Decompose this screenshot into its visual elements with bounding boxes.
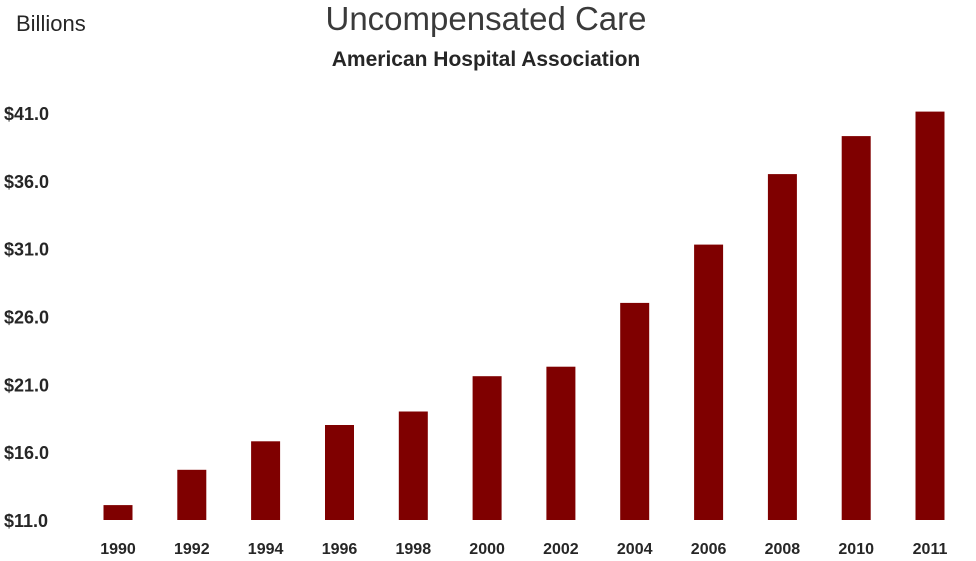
- bar-2010: [841, 136, 871, 520]
- x-tick-label: 1992: [174, 541, 210, 558]
- y-tick-label: $26.0: [4, 308, 49, 328]
- bar-2002: [546, 366, 576, 520]
- y-axis-ticks: $11.0 $16.0 $21.0 $26.0 $31.0 $36.0 $41.0: [4, 104, 49, 531]
- y-tick-label: $21.0: [4, 375, 49, 395]
- chart-subtitle: American Hospital Association: [332, 48, 640, 71]
- y-axis-unit-label: Billions: [16, 11, 86, 36]
- bar-2011: [915, 111, 945, 520]
- bar-2000: [472, 376, 502, 520]
- bar-1996: [325, 425, 354, 520]
- bar-2004: [620, 302, 650, 520]
- y-tick-label: $11.0: [4, 511, 48, 531]
- x-tick-label: 1998: [396, 541, 432, 558]
- bar-1990: [103, 505, 133, 520]
- y-tick-label: $16.0: [4, 443, 49, 463]
- y-tick-label: $31.0: [4, 240, 49, 260]
- x-tick-label: 2008: [765, 541, 801, 558]
- x-tick-label: 2011: [913, 541, 948, 558]
- x-tick-label: 1994: [248, 541, 284, 558]
- x-tick-label: 2000: [469, 541, 505, 558]
- x-tick-label: 2004: [617, 541, 653, 558]
- chart-title: Uncompensated Care: [325, 0, 646, 37]
- x-tick-label: 2010: [838, 541, 874, 558]
- y-tick-label: $36.0: [4, 172, 49, 192]
- bar-1998: [398, 411, 428, 520]
- x-tick-label: 2002: [543, 541, 579, 558]
- bars: [103, 111, 945, 520]
- x-tick-label: 2006: [691, 541, 727, 558]
- y-tick-label: $41.0: [4, 104, 49, 124]
- bar-2006: [694, 244, 724, 520]
- bar-1992: [177, 469, 207, 520]
- x-tick-label: 1996: [322, 541, 358, 558]
- bar-1994: [251, 441, 281, 520]
- bar-2008: [767, 174, 797, 520]
- x-tick-label: 1990: [100, 541, 136, 558]
- x-axis-ticks: 1990 1992 1994 1996 1998 2000 2002 2004 2006 2008…: [100, 541, 947, 558]
